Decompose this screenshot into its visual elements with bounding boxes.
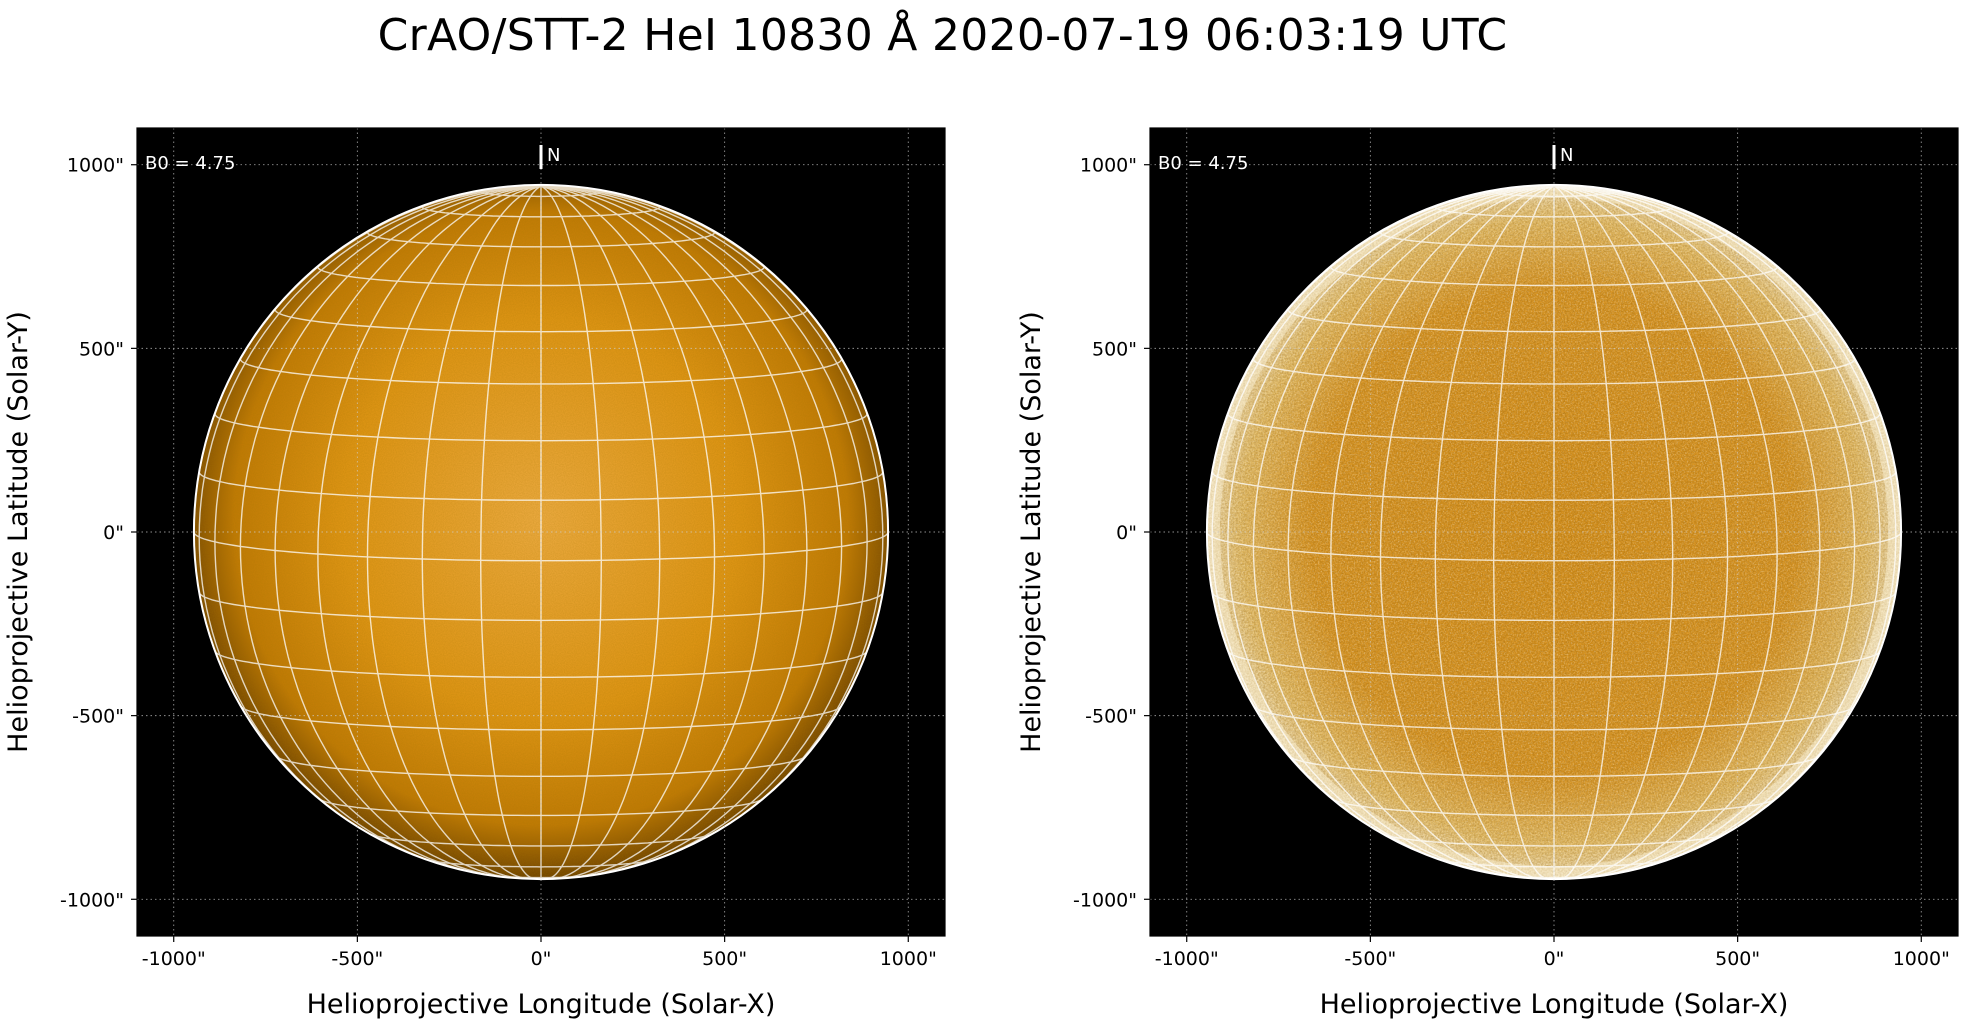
x-tick-label: -1000" (142, 948, 206, 970)
y-axis-label: Helioprojective Latitude (Solar-Y) (1016, 311, 1047, 753)
x-tick-label: 1000" (1893, 948, 1950, 970)
longitude-line (1492, 185, 1555, 880)
longitude-line (540, 185, 884, 846)
x-tick-label: -500" (1344, 948, 1396, 970)
y-tick-label: 1000" (67, 155, 124, 177)
y-tick-label: -500" (72, 706, 124, 728)
longitude-line (366, 185, 542, 880)
longitude-line (274, 185, 542, 878)
longitude-line (1553, 185, 1881, 871)
longitude-line (540, 185, 868, 871)
longitude-line (1330, 185, 1555, 879)
x-tick-label: 500" (702, 948, 747, 970)
longitude-line (540, 185, 808, 878)
limb-outline (192, 183, 890, 881)
longitude-line (1553, 185, 1778, 879)
x-tick-label: -500" (331, 948, 383, 970)
longitude-line (540, 185, 716, 880)
longitude-line (1553, 185, 1821, 878)
y-tick-label: 1000" (1080, 155, 1137, 177)
y-tick-label: 0" (1116, 522, 1137, 544)
longitude-line (317, 185, 542, 879)
longitude-line (1553, 185, 1616, 880)
panel-raw: -1000" 1000" -500" 500" 0" 0" 500" -500" 1000" -1… (3, 127, 946, 1020)
y-tick-label: -1000" (60, 889, 124, 911)
longitude-line (1227, 185, 1555, 871)
longitude-line (540, 185, 661, 880)
y-tick-label: 500" (1092, 338, 1137, 360)
north-label: N (1560, 145, 1573, 166)
b0-label: B0 = 4.75 (145, 153, 235, 174)
longitude-line (1553, 185, 1729, 880)
b0-label: B0 = 4.75 (1158, 153, 1248, 174)
y-tick-label: 0" (103, 522, 124, 544)
longitude-line (198, 185, 542, 846)
x-axis-label: Helioprojective Longitude (Solar-X) (307, 989, 776, 1020)
x-tick-label: -1000" (1155, 948, 1219, 970)
longitude-line (1287, 185, 1555, 878)
longitude-line (540, 185, 603, 880)
panel-enhanced: -1000" 1000" -500" 500" 0" 0" 500" -500" 1000" -1… (1016, 127, 1959, 1020)
longitude-line (1553, 185, 1856, 876)
x-tick-label: 500" (1715, 948, 1760, 970)
x-tick-label: 1000" (880, 948, 937, 970)
longitude-line (540, 185, 765, 879)
x-tick-label: 0" (1544, 948, 1565, 970)
limb-outline (1205, 183, 1903, 881)
longitude-line (479, 185, 542, 880)
longitude-line (540, 185, 843, 876)
longitude-line (1211, 185, 1555, 846)
longitude-line (1434, 185, 1555, 880)
longitude-line (1553, 185, 1674, 880)
x-tick-label: 0" (531, 948, 552, 970)
y-axis-label: Helioprojective Latitude (Solar-Y) (3, 311, 34, 753)
figure-title: CrAO/STT-2 HeI 10830 Å 2020-07-19 06:03:… (377, 10, 1508, 61)
y-tick-label: 500" (79, 338, 124, 360)
longitude-line (1553, 185, 1897, 846)
longitude-line (214, 185, 542, 871)
y-tick-label: -1000" (1073, 889, 1137, 911)
x-axis-label: Helioprojective Longitude (Solar-X) (1320, 989, 1789, 1020)
y-tick-label: -500" (1085, 706, 1137, 728)
north-label: N (547, 145, 560, 166)
longitude-line (1252, 185, 1555, 876)
longitude-line (239, 185, 542, 876)
longitude-line (1379, 185, 1555, 880)
longitude-line (421, 185, 542, 880)
